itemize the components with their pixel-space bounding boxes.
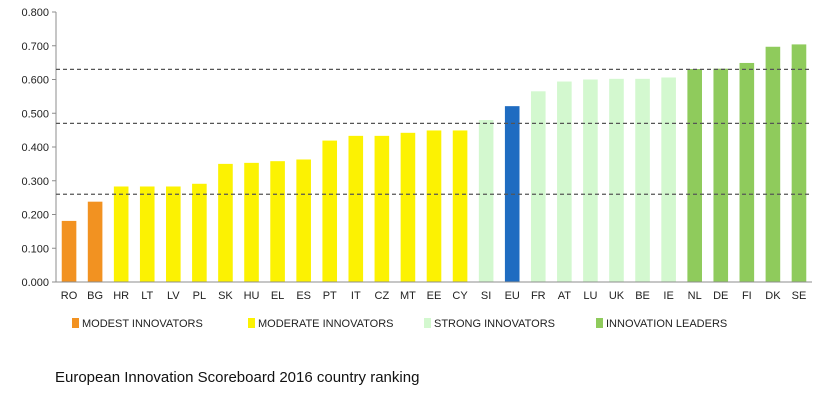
bar-hr (113, 186, 129, 282)
bar-be (635, 78, 650, 282)
category-label-se: SE (792, 290, 807, 302)
category-label-dk: DK (765, 290, 781, 302)
bar-de (713, 68, 729, 282)
category-label-cz: CZ (375, 290, 390, 302)
legend-label-modest: MODEST INNOVATORS (82, 318, 203, 330)
y-tick-label: 0.700 (21, 41, 49, 53)
category-label-hr: HR (113, 290, 129, 302)
y-tick-label: 0.500 (21, 108, 49, 120)
threshold-lines (56, 68, 812, 195)
category-label-es: ES (296, 290, 311, 302)
bar-it (348, 135, 364, 282)
legend: MODEST INNOVATORS MODERATE INNOVATORS STRO… (72, 318, 727, 330)
bar-dk (765, 46, 781, 283)
category-label-lu: LU (583, 290, 597, 302)
bar-sk (218, 163, 233, 283)
category-label-lv: LV (167, 290, 180, 302)
y-tick-label: 0.800 (21, 7, 49, 19)
category-label-at: AT (558, 290, 572, 302)
bar-pt (322, 140, 338, 282)
legend-swatch-leaders (596, 318, 603, 328)
category-label-hu: HU (244, 290, 260, 302)
bar-lv (166, 186, 181, 282)
category-label-ro: RO (61, 290, 78, 302)
category-label-si: SI (481, 290, 491, 302)
bar-mt (400, 132, 416, 282)
legend-label-leaders: INNOVATION LEADERS (606, 318, 727, 330)
y-tick-label: 0.200 (21, 210, 49, 222)
y-tick-label: 0.600 (21, 75, 49, 87)
category-label-sk: SK (218, 290, 233, 302)
bar-hu (244, 162, 259, 282)
y-tick-label: 0.300 (21, 176, 49, 188)
y-tick-label: 0.400 (21, 142, 49, 154)
bar-se (791, 44, 807, 283)
bar-ro (61, 220, 77, 282)
bar-pl (192, 183, 207, 282)
legend-swatch-moderate (248, 318, 255, 328)
bar-uk (609, 78, 624, 282)
category-label-ie: IE (663, 290, 673, 302)
bar-ie (661, 77, 676, 282)
chart-caption: European Innovation Scoreboard 2016 coun… (55, 369, 420, 386)
bar-nl (687, 69, 702, 282)
category-label-fr: FR (531, 290, 546, 302)
bar-es (296, 159, 311, 282)
bar-fr (530, 91, 546, 282)
y-tick-label: 0.000 (21, 277, 49, 289)
legend-swatch-modest (72, 318, 79, 328)
bar-bg (87, 201, 103, 282)
bar-fi (739, 62, 755, 283)
bar-ee (426, 130, 442, 282)
legend-label-moderate: MODERATE INNOVATORS (258, 318, 393, 330)
category-label-cy: CY (452, 290, 468, 302)
bar-cz (374, 135, 390, 282)
category-label-eu: EU (505, 290, 520, 302)
bar-lu (583, 79, 598, 282)
bars (61, 44, 807, 283)
category-label-mt: MT (400, 290, 416, 302)
category-label-de: DE (713, 290, 728, 302)
bar-at (557, 81, 572, 282)
category-label-pl: PL (193, 290, 206, 302)
y-tick-label: 0.100 (21, 243, 49, 255)
category-label-fi: FI (742, 290, 752, 302)
category-label-uk: UK (609, 290, 625, 302)
category-label-lt: LT (141, 290, 153, 302)
bar-si (478, 120, 494, 282)
category-label-nl: NL (688, 290, 702, 302)
category-label-ee: EE (427, 290, 442, 302)
category-label-el: EL (271, 290, 284, 302)
bar-el (270, 161, 285, 282)
category-label-bg: BG (87, 290, 103, 302)
legend-swatch-strong (424, 318, 431, 328)
legend-label-strong: STRONG INNOVATORS (434, 318, 555, 330)
bar-lt (139, 186, 155, 282)
bar-cy (452, 130, 468, 282)
category-label-it: IT (351, 290, 361, 302)
category-label-be: BE (635, 290, 650, 302)
category-label-pt: PT (323, 290, 337, 302)
axes: RO BG HR LT LV PL SK HU EL ES PT IT CZ MT EE CY SI EU FR AT… (21, 7, 812, 302)
